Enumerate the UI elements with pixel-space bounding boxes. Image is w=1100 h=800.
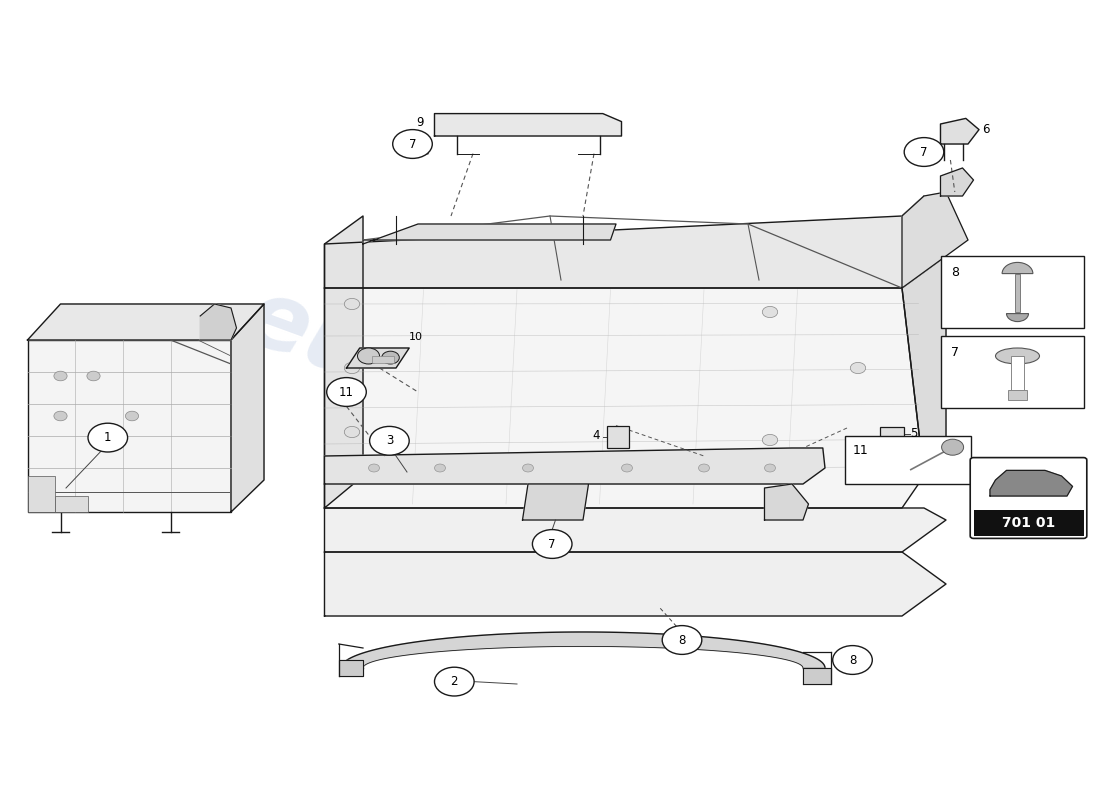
Bar [1015,274,1020,312]
Bar [28,340,231,512]
Circle shape [54,371,67,381]
Circle shape [762,306,778,318]
Text: 4: 4 [592,429,600,442]
Polygon shape [324,508,946,552]
Circle shape [698,464,710,472]
Circle shape [368,464,379,472]
Circle shape [393,130,432,158]
Circle shape [434,464,446,472]
Circle shape [88,423,128,452]
Circle shape [522,464,534,472]
Text: a passion for parts since 1985: a passion for parts since 1985 [342,485,626,603]
Bar [1008,390,1027,400]
Bar [845,436,971,484]
Polygon shape [339,660,363,676]
Text: 9: 9 [416,116,424,129]
Text: 11: 11 [339,386,354,398]
Polygon shape [28,304,264,340]
Circle shape [434,667,474,696]
Circle shape [904,138,944,166]
Text: 7: 7 [409,138,416,150]
Text: 8: 8 [679,634,685,646]
Polygon shape [522,484,588,520]
Text: 10: 10 [409,333,424,342]
Polygon shape [902,192,968,288]
Text: 3: 3 [386,434,393,447]
Text: 7: 7 [549,538,556,550]
Circle shape [358,348,379,364]
Polygon shape [324,196,946,288]
Circle shape [54,411,67,421]
Circle shape [344,426,360,438]
Text: 11: 11 [852,444,868,457]
Circle shape [87,371,100,381]
Polygon shape [324,552,946,616]
Polygon shape [324,216,363,508]
Text: 701 01: 701 01 [1002,516,1055,530]
Circle shape [662,626,702,654]
Bar [607,426,629,448]
Polygon shape [940,168,974,196]
Circle shape [850,362,866,374]
Polygon shape [200,304,236,340]
Circle shape [762,434,778,446]
Circle shape [942,439,964,455]
Polygon shape [902,196,946,476]
Circle shape [764,464,776,472]
Wedge shape [1006,314,1028,322]
Polygon shape [346,348,409,368]
Text: eurospares: eurospares [231,270,825,562]
Text: 7: 7 [921,146,927,158]
Bar [1011,356,1024,396]
Bar [372,356,394,363]
Ellipse shape [996,348,1040,364]
Text: 8: 8 [849,654,856,666]
Circle shape [532,530,572,558]
Text: 6: 6 [982,123,990,136]
Bar [940,336,1084,408]
Polygon shape [363,224,616,244]
Polygon shape [990,470,1072,496]
FancyBboxPatch shape [970,458,1087,538]
Bar [974,510,1084,536]
Polygon shape [803,668,830,684]
Polygon shape [764,484,808,520]
Circle shape [833,646,872,674]
Circle shape [327,378,366,406]
Text: 1: 1 [104,431,111,444]
Circle shape [370,426,409,455]
Text: 7: 7 [952,346,959,358]
Polygon shape [940,118,979,144]
Text: 5: 5 [910,427,917,440]
Circle shape [621,464,632,472]
Bar [28,476,55,512]
Bar [55,496,88,512]
Bar [880,427,904,440]
Circle shape [382,351,399,364]
Bar [940,256,1084,328]
Text: 2: 2 [451,675,458,688]
Circle shape [344,362,360,374]
Wedge shape [1002,262,1033,274]
Circle shape [344,298,360,310]
Polygon shape [231,304,264,512]
Circle shape [125,411,139,421]
Polygon shape [434,114,621,136]
Polygon shape [341,632,825,668]
Text: 8: 8 [952,266,959,278]
Polygon shape [324,288,924,508]
Polygon shape [324,448,825,484]
